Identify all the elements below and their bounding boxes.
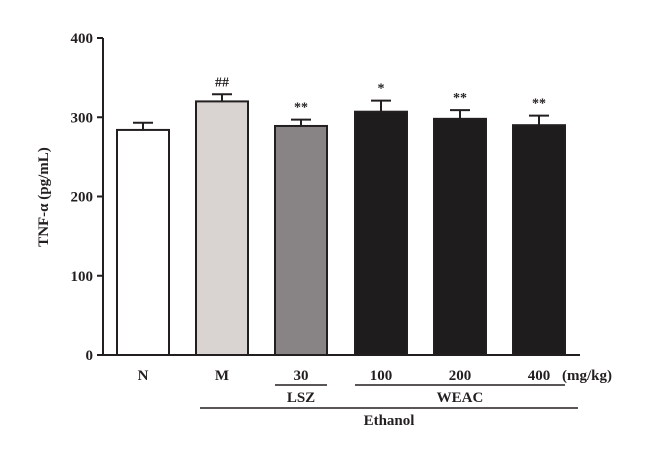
bar-200 <box>433 117 487 356</box>
y-tick-label: 200 <box>71 190 94 206</box>
significance-marks: ##***** ** <box>215 75 546 115</box>
axes: 0 100 200 300 400 N M 30 100 200 400 <box>71 31 580 384</box>
significance-label: * <box>378 82 385 97</box>
y-tick-label: 300 <box>71 110 94 126</box>
significance-label: ** <box>453 91 467 106</box>
x-tick-label: 400 <box>528 368 551 384</box>
x-tick-label: 30 <box>294 368 309 384</box>
significance-label: ** <box>294 101 308 116</box>
y-tick-label: 100 <box>71 269 94 285</box>
bars <box>116 100 566 357</box>
bar-M <box>195 100 249 357</box>
y-tick-label: 0 <box>86 348 94 364</box>
group-label: Ethanol <box>364 413 415 429</box>
bar-30 <box>274 124 328 356</box>
y-axis-title: TNF-α (pg/mL) <box>36 147 52 247</box>
y-tick-label: 400 <box>71 31 94 47</box>
group-label: LSZ <box>287 390 315 406</box>
bar-100 <box>354 110 408 356</box>
bar-400 <box>512 124 566 356</box>
error-bars <box>133 93 549 130</box>
unit-label: (mg/kg) <box>562 368 612 384</box>
significance-label: ** <box>532 97 546 112</box>
x-tick-label: N <box>138 368 149 384</box>
x-tick-label: M <box>215 368 229 384</box>
group-label: WEAC <box>437 390 484 406</box>
x-tick-label: 100 <box>370 368 393 384</box>
significance-label: ## <box>215 75 229 90</box>
x-tick-label: 200 <box>449 368 472 384</box>
group-brackets: LSZ WEAC Ethanol <box>200 384 578 429</box>
bar-N <box>116 128 170 356</box>
